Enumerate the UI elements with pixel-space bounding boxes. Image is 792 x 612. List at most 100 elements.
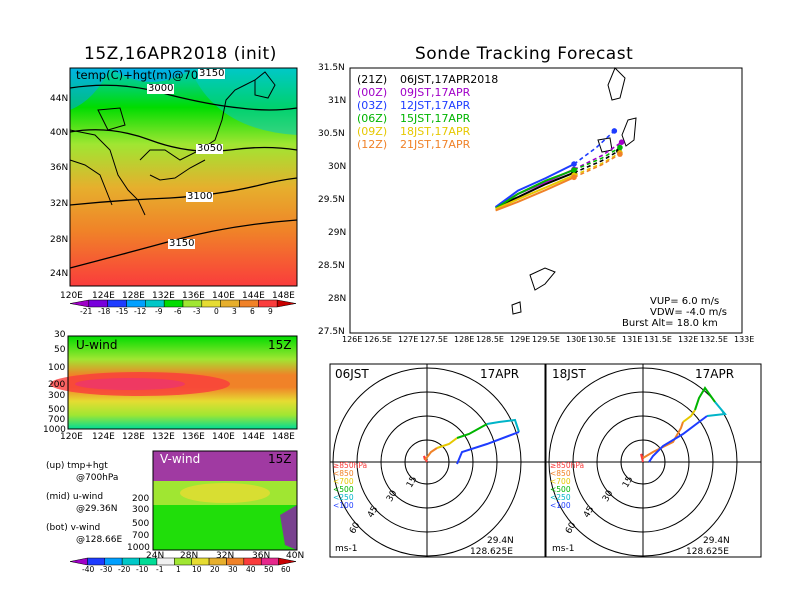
hodo1-legend-850: ≥850hPa [550, 461, 585, 470]
track-line-descent [573, 141, 623, 171]
uwind-p-30: 30 [54, 330, 66, 340]
track-burst-point [571, 161, 577, 167]
tracking-panel [349, 67, 743, 334]
legend-tag-21z: (21Z) [357, 73, 388, 86]
vwind-lat-1: 24N [146, 551, 165, 561]
uwind-label: U-wind [76, 338, 118, 352]
note-mid-2: @29.36N [76, 504, 118, 514]
colorbar-swatch [121, 557, 140, 566]
vwind-label: V-wind [160, 452, 201, 466]
hodo1-date: 17APR [695, 367, 735, 381]
hodo-trace [424, 447, 438, 461]
uwind-lon-1: 120E [60, 432, 83, 442]
track-lon-127: 127E [398, 335, 419, 344]
track-lat-27.5: 27.5N [318, 327, 345, 337]
uwind-p-200: 200 [48, 380, 66, 390]
uwind-lon-8: 148E [272, 432, 295, 442]
track-line-descent [573, 150, 620, 174]
colorbar-swatch [107, 299, 127, 308]
colorbar-swatch [182, 299, 203, 308]
map-lat-tick-5: 28N [50, 235, 69, 245]
vwind-lat-2: 28N [180, 551, 199, 561]
hodo1-legend-lt500: <500 [550, 485, 571, 494]
colorbar-swatch [220, 299, 240, 308]
map-lat-tick-6: 24N [50, 269, 69, 279]
track-lat-28: 28N [328, 294, 347, 304]
temp-colorbar-label-2: -18 [98, 307, 111, 316]
vwind-p-1000: 1000 [127, 543, 150, 553]
map-lon-tick-7: 144E [242, 291, 265, 301]
note-bot-2: @128.66E [76, 535, 123, 545]
wind-colorbar-label-11: 50 [264, 565, 274, 574]
track-lon-131: 131E [622, 335, 643, 344]
track-line-ascent [495, 176, 575, 212]
hodo0-legend-lt500: <500 [333, 485, 354, 494]
map-lat-tick-2: 40N [50, 128, 69, 138]
hodo1-lon: 128.625E [686, 547, 729, 557]
track-line-descent [573, 130, 615, 165]
map-lon-tick-5: 136E [182, 291, 205, 301]
uwind-time: 15Z [268, 338, 292, 352]
hodo-trace [642, 421, 684, 459]
track-lon-133: 133E [734, 335, 755, 344]
hodo1-lat: 29.4N [703, 536, 730, 546]
hodo-trace [640, 453, 644, 463]
vwind-p-500: 500 [132, 519, 150, 529]
hodo1-legend-lt700: <700 [550, 477, 571, 486]
track-lon-126: 126E [342, 335, 363, 344]
hodo-trace [706, 401, 727, 417]
track-lon-132: 132E [678, 335, 699, 344]
hodo1-legend-lt850: <850 [550, 469, 571, 478]
map-lon-tick-1: 120E [60, 291, 83, 301]
temp-colorbar-label-3: -15 [116, 307, 129, 316]
track-landing-point [611, 128, 618, 134]
hodograph-06jst [329, 363, 546, 558]
vwind-lat-3: 32N [216, 551, 235, 561]
hodo-frame [329, 363, 546, 558]
wind-colorbar-label-12: 60 [281, 565, 291, 574]
colorbar-swatch [69, 299, 90, 308]
vwind-lat-4: 36N [252, 551, 271, 561]
contour-label-3050: 3050 [196, 143, 224, 154]
note-up-2: @700hPa [76, 473, 119, 483]
temp-map-panel [69, 67, 298, 287]
hodo0-legend-850: ≥850hPa [333, 461, 368, 470]
map-panel-label: temp(C)+hgt(m)@700hPa [76, 68, 227, 82]
contour-label-3150: 3150 [168, 238, 196, 249]
temp-colorbar-label-10: 6 [250, 307, 255, 316]
uwind-lon-5: 136E [182, 432, 205, 442]
legend-tag-09z: (09Z) [357, 125, 388, 138]
temp-colorbar-label-1: -21 [80, 307, 93, 316]
temp-colorbar-label-8: 0 [214, 307, 219, 316]
temp-colorbar-label-9: 3 [232, 307, 237, 316]
colorbar-swatch [87, 557, 106, 566]
legend-text-00z: 09JST,17APR [400, 86, 471, 99]
wind-colorbar-label-9: 30 [228, 565, 238, 574]
temp-colorbar [69, 299, 297, 308]
tracking-title: Sonde Tracking Forecast [415, 44, 634, 64]
vwind-time: 15Z [268, 452, 292, 466]
map-title: 15Z,16APR2018 (init) [84, 44, 277, 64]
wind-colorbar-label-5: -1 [156, 565, 164, 574]
map-lon-tick-8: 148E [272, 291, 295, 301]
uwind-lon-6: 140E [212, 432, 235, 442]
wind-colorbar-label-8: 20 [210, 565, 220, 574]
uwind-lon-7: 144E [242, 432, 265, 442]
track-lon-129.5: 129.5E [532, 335, 560, 344]
track-landing-point [617, 144, 623, 151]
uwind-p-1000: 1000 [43, 425, 66, 435]
hodograph-18jst [545, 363, 762, 558]
hodo0-legend-lt250: <250 [333, 493, 354, 502]
legend-text-06z: 15JST,17APR [400, 112, 471, 125]
contour-label-3150-top: 3150 [198, 68, 226, 79]
wind-colorbar-label-1: -40 [82, 565, 95, 574]
uwind-p-50: 50 [54, 345, 66, 355]
uwind-p-100: 100 [48, 363, 66, 373]
temp-colorbar-label-4: -12 [134, 307, 147, 316]
track-line-ascent [495, 169, 575, 210]
legend-tag-12z: (12Z) [357, 138, 388, 151]
track-lon-126.5: 126.5E [364, 335, 392, 344]
legend-text-09z: 18JST,17APR [400, 125, 471, 138]
wind-colorbar-label-10: 40 [246, 565, 256, 574]
